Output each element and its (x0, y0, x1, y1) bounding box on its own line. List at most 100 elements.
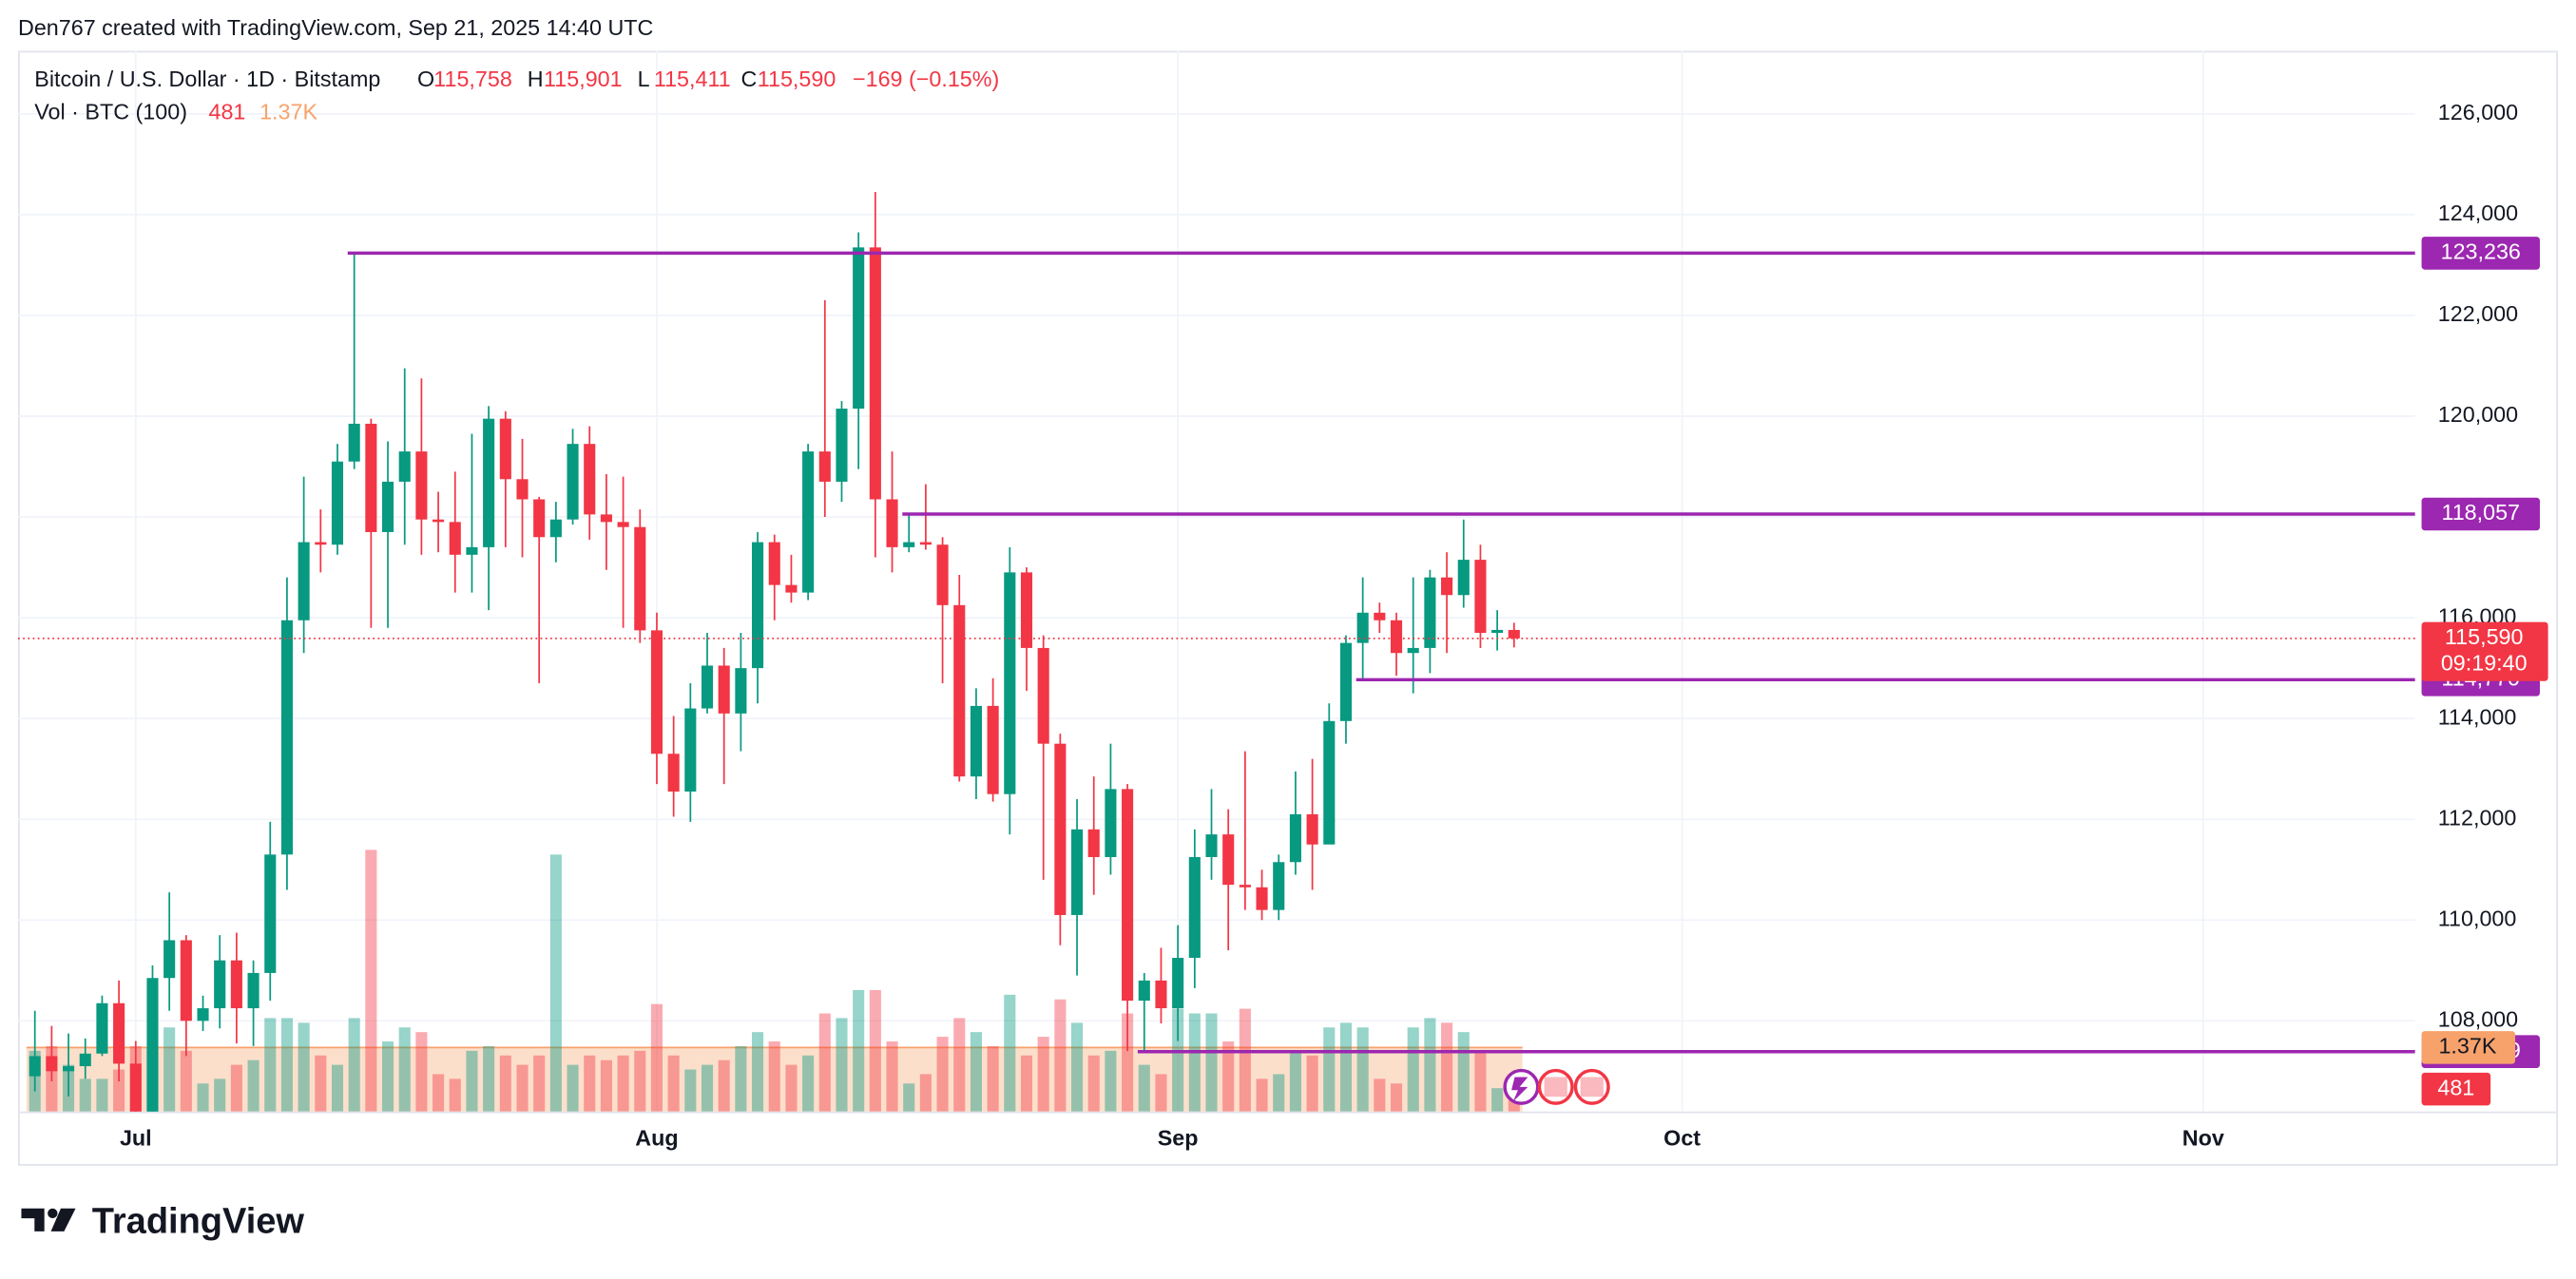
volume-bar (1138, 1064, 1150, 1112)
ohlc-value: 115,590 (758, 67, 836, 91)
candle-body (584, 444, 596, 515)
volume-bar (752, 1032, 764, 1112)
candle-body (1256, 887, 1268, 910)
volume-bar (348, 1018, 360, 1112)
candle-body (567, 444, 579, 520)
volume-bar (818, 1013, 831, 1112)
candle-body (617, 522, 629, 527)
volume-bar (600, 1059, 612, 1112)
volume-bar (483, 1045, 495, 1112)
candle-body (1356, 612, 1369, 643)
volume-bar (1289, 1050, 1301, 1112)
ohlc-value: 115,411 (654, 67, 731, 91)
volume-bar (853, 989, 865, 1112)
volume-bar (180, 1050, 192, 1112)
candle-body (1155, 980, 1167, 1009)
volume-bar (634, 1050, 646, 1112)
volume-bar (516, 1064, 529, 1112)
volume-bar (1474, 1050, 1487, 1112)
volume-bar (247, 1059, 260, 1112)
candle-body (1323, 720, 1336, 845)
y-tick-label: 124,000 (2438, 200, 2518, 225)
candle-body (230, 960, 242, 1009)
volume-bar (1374, 1079, 1386, 1112)
x-tick-label: Oct (1663, 1125, 1701, 1150)
volume-bar (785, 1064, 798, 1112)
volume-bar (1356, 1027, 1369, 1112)
volume-bar (919, 1074, 932, 1112)
candle-body (214, 960, 226, 1009)
candle-body (1441, 577, 1453, 596)
candle-body (1474, 560, 1487, 634)
y-tick-label: 120,000 (2438, 402, 2518, 427)
logo-text: TradingView (92, 1201, 305, 1241)
candle-body (63, 1066, 75, 1072)
candle-body (1457, 560, 1470, 596)
volume-bar (567, 1064, 579, 1112)
credit: Den767 created with TradingView.com, Sep… (18, 15, 653, 40)
volume-bar (802, 1055, 815, 1112)
volume-bar (1323, 1027, 1336, 1112)
volume-bar (1105, 1050, 1117, 1112)
candle-body (1306, 813, 1318, 845)
volume-bar (650, 1003, 663, 1112)
grid (18, 50, 2415, 1112)
candle-body (718, 665, 730, 714)
volume-bar (398, 1027, 411, 1112)
volume-bar (549, 854, 562, 1112)
plot (18, 192, 2415, 1112)
x-tick-label: Nov (2182, 1125, 2224, 1150)
candle-body (634, 526, 646, 631)
volume-ma-value: 1.37K (260, 99, 317, 124)
volume-bar (667, 1055, 680, 1112)
candle-body (1004, 572, 1016, 794)
candle-body (836, 409, 848, 482)
volume-bar (936, 1037, 949, 1112)
candle-body (398, 451, 411, 482)
candle-body (1020, 572, 1033, 648)
volume-bar (298, 1022, 310, 1112)
event-icon (1537, 1068, 1574, 1105)
candle-body (853, 247, 865, 410)
ohlc-value: 115,901 (544, 67, 623, 91)
volume-title: Vol · BTC (100) (34, 99, 187, 124)
candle-body (96, 1002, 108, 1054)
volume-bar (1205, 1013, 1218, 1112)
volume-bar (1273, 1074, 1285, 1112)
volume-bar (1070, 1022, 1084, 1112)
change: −169 (−0.15%) (853, 67, 999, 91)
volume-bar (433, 1074, 445, 1112)
y-tick-label: 126,000 (2438, 100, 2518, 124)
volume-bar (315, 1055, 327, 1112)
y-tick-label: 122,000 (2438, 301, 2518, 326)
candle-body (1105, 789, 1117, 857)
volume-bar (1037, 1037, 1049, 1112)
candle-body (1037, 647, 1049, 744)
volume-bar (1054, 999, 1067, 1112)
level-box (2421, 237, 2540, 270)
level-label: 123,236 (2441, 239, 2521, 264)
volume-bar (1424, 1018, 1436, 1112)
event-icon (1580, 1077, 1604, 1098)
volume-ma-label: 1.37K (2438, 1034, 2496, 1059)
candle-body (785, 584, 798, 593)
volume-bar (1020, 1055, 1033, 1112)
ohlc-key: H (528, 67, 544, 91)
volume-bar (163, 1027, 176, 1112)
candle-body (516, 479, 529, 500)
candle-body (1222, 834, 1235, 886)
volume-last-label: 481 (2437, 1075, 2474, 1099)
volume-ma-area (26, 1047, 1523, 1112)
candle-body (650, 630, 663, 754)
candle-body (667, 754, 680, 792)
volume-bar (1491, 1088, 1504, 1112)
logo: TradingView (21, 1201, 304, 1241)
volume-ma-box (2421, 1031, 2516, 1064)
logo-mark (50, 1208, 76, 1231)
volume-bar (1239, 1008, 1251, 1112)
candle-body (331, 461, 344, 545)
candle-body (1239, 885, 1251, 888)
candle-body (1407, 647, 1419, 654)
volume-bar (96, 1079, 108, 1112)
